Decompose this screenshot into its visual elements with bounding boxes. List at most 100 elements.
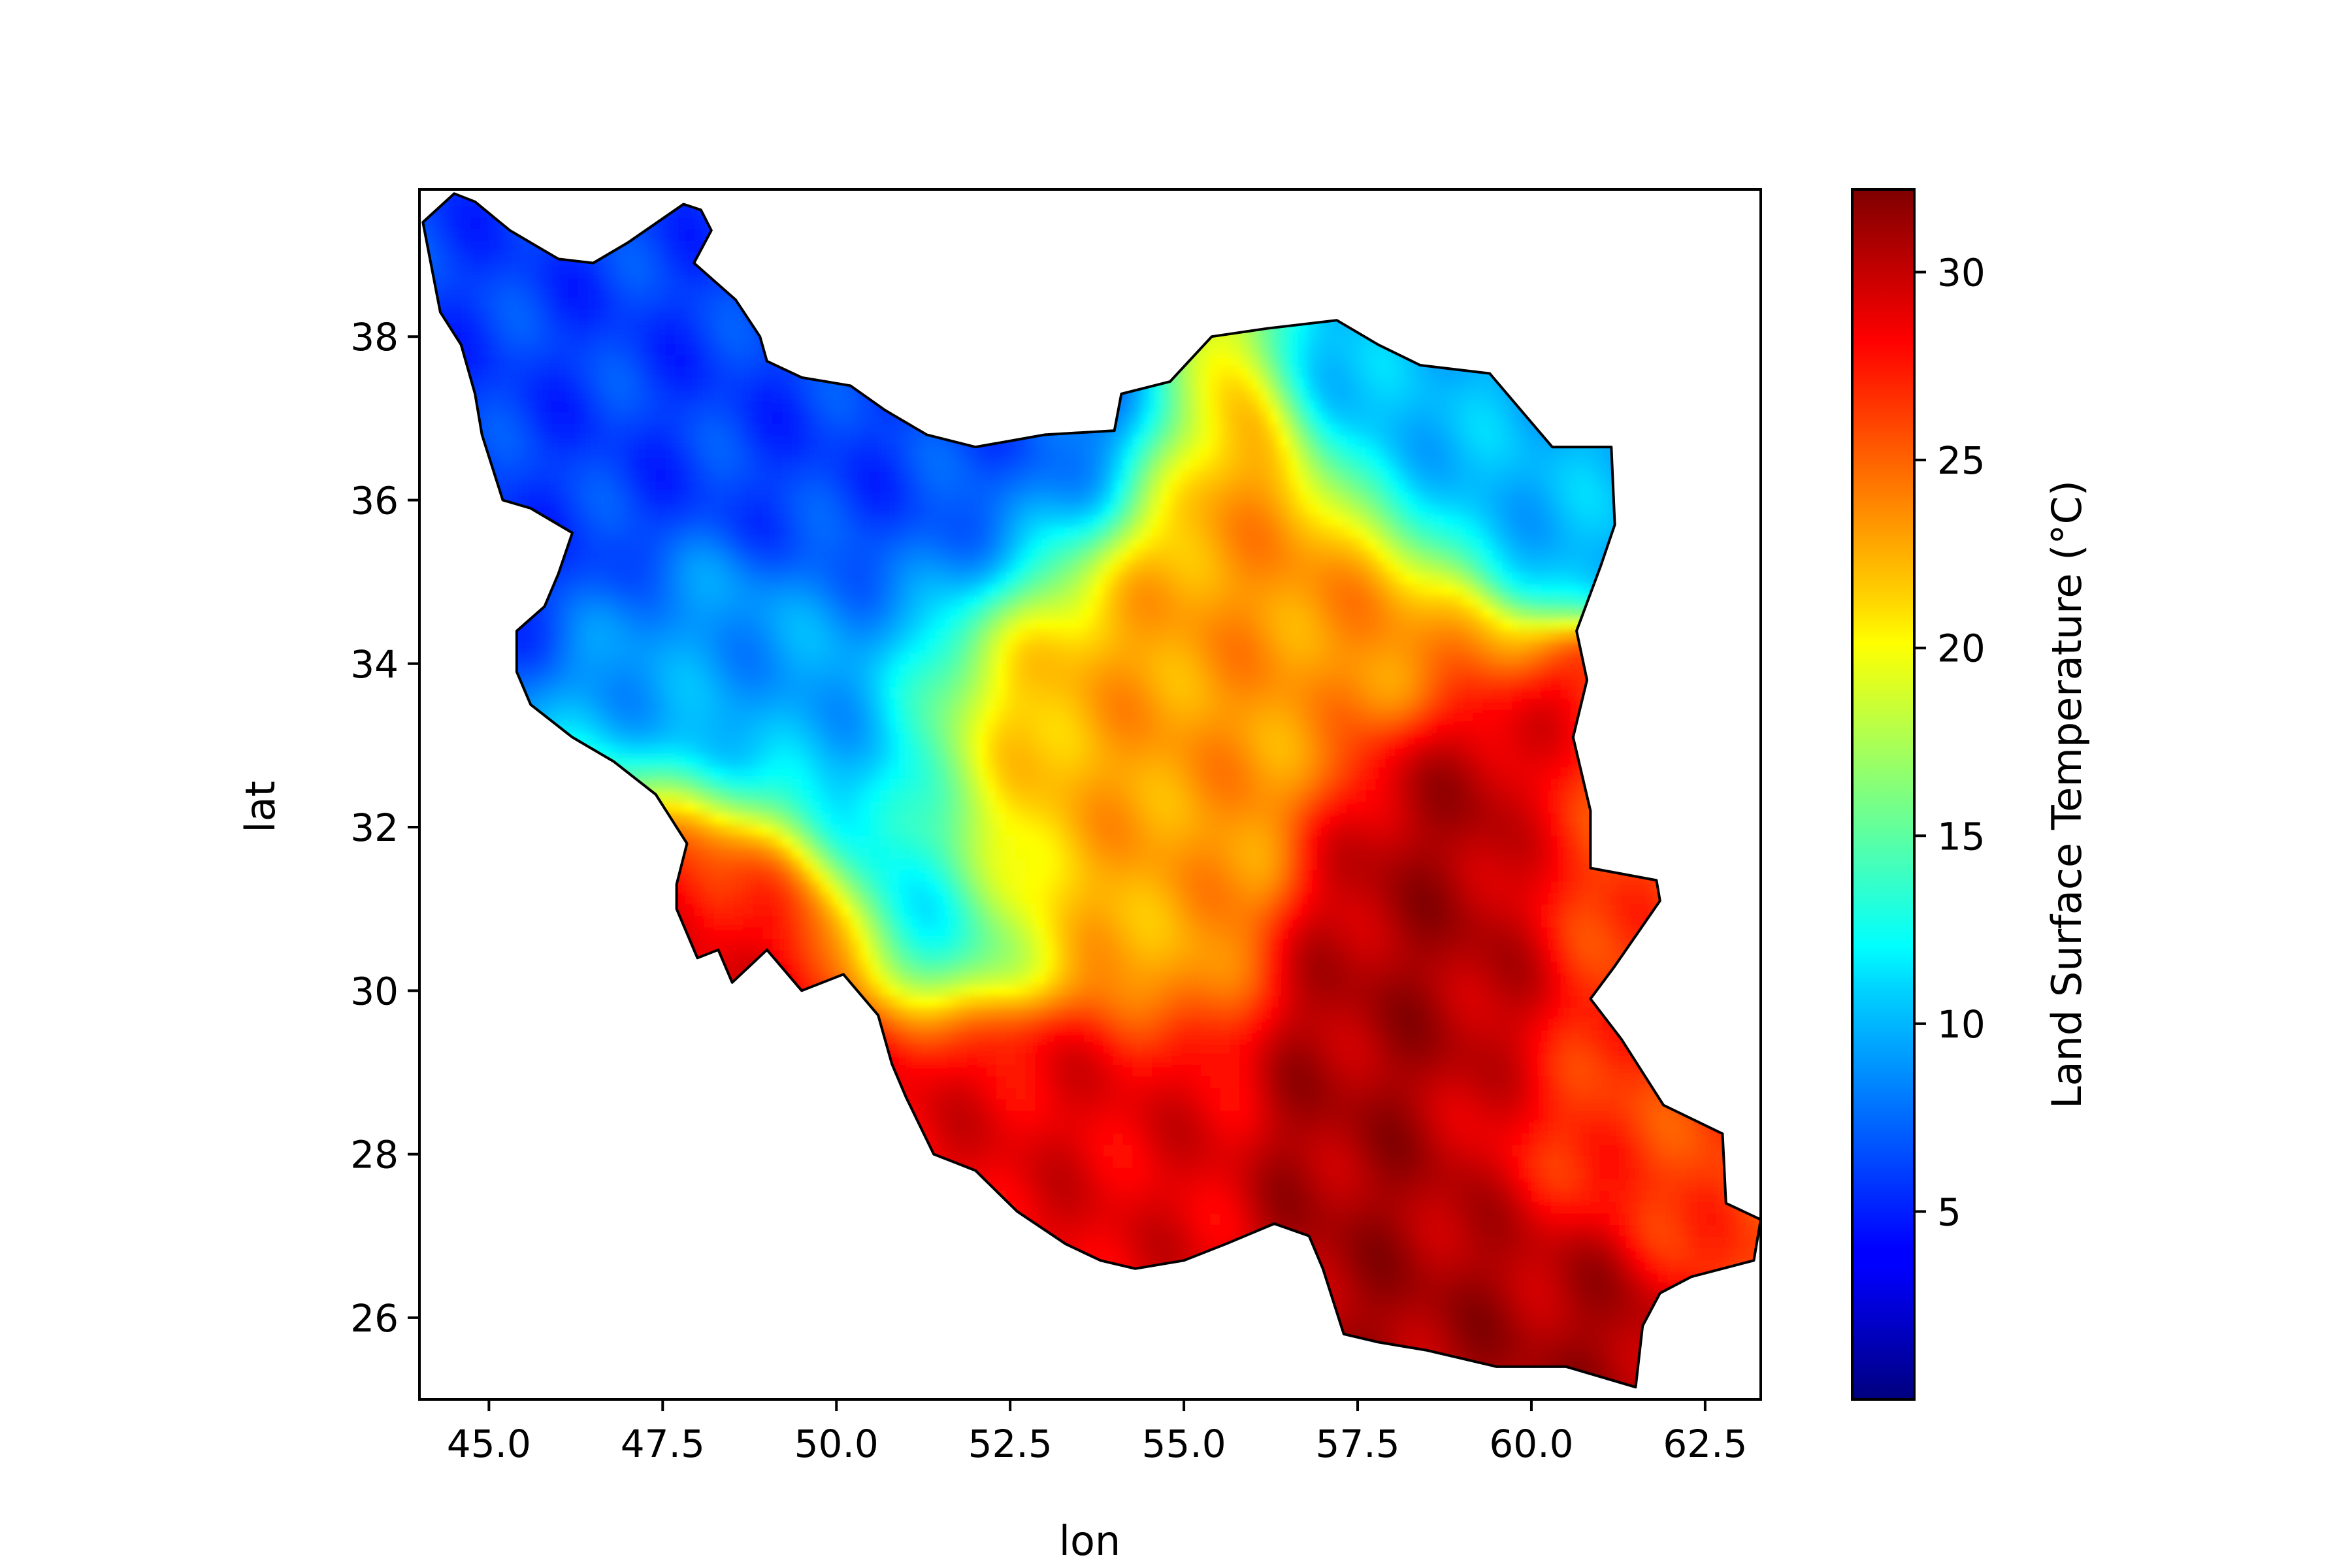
- heatmap-cell: [529, 1350, 540, 1363]
- heatmap-cell: [1414, 1224, 1426, 1237]
- heatmap-cell: [743, 1304, 754, 1317]
- heatmap-cell: [1239, 1350, 1250, 1363]
- heatmap-cell: [762, 1362, 774, 1374]
- heatmap-cell: [1298, 1373, 1309, 1386]
- heatmap-cell: [1570, 1224, 1581, 1237]
- heatmap-cell: [811, 1144, 822, 1157]
- heatmap-cell: [1337, 1121, 1347, 1134]
- heatmap-cell: [782, 1179, 793, 1191]
- heatmap-cell: [1550, 1030, 1561, 1042]
- heatmap-cell: [1599, 1304, 1610, 1317]
- heatmap-cell: [1463, 1053, 1474, 1065]
- heatmap-cell: [1541, 1247, 1552, 1260]
- heatmap-cell: [1288, 1213, 1299, 1226]
- heatmap-cell: [1064, 1053, 1075, 1065]
- heatmap-cell: [1259, 1293, 1269, 1305]
- heatmap-cell: [850, 1190, 861, 1203]
- heatmap-cell: [1162, 1316, 1172, 1328]
- heatmap-cell: [1122, 1053, 1134, 1065]
- heatmap-cell: [899, 1007, 909, 1019]
- heatmap-cell: [811, 1179, 822, 1191]
- heatmap-cell: [1132, 1179, 1143, 1191]
- heatmap-cell: [714, 1350, 725, 1363]
- heatmap-cell: [918, 1247, 929, 1260]
- heatmap-cell: [733, 1087, 744, 1100]
- heatmap-cell: [1512, 1384, 1523, 1388]
- heatmap-cell: [1707, 1156, 1717, 1168]
- heatmap-cell: [1735, 1373, 1746, 1386]
- heatmap-cell: [762, 1293, 774, 1305]
- heatmap-cell: [1054, 1350, 1066, 1363]
- heatmap-cell: [1181, 1350, 1192, 1363]
- heatmap-cell: [645, 1064, 657, 1077]
- heatmap-cell: [568, 1110, 579, 1122]
- heatmap-cell: [1385, 1270, 1396, 1282]
- heatmap-cell: [461, 1396, 472, 1409]
- heatmap-cell: [714, 1362, 725, 1374]
- heatmap-cell: [792, 1041, 803, 1054]
- heatmap-cell: [1434, 1087, 1445, 1100]
- heatmap-cell: [1687, 1064, 1698, 1077]
- heatmap-cell: [1424, 1235, 1435, 1249]
- heatmap-cell: [1667, 1350, 1678, 1363]
- heatmap-cell: [490, 1064, 501, 1077]
- heatmap-cell: [821, 1030, 832, 1042]
- heatmap-cell: [1230, 1018, 1241, 1031]
- heatmap-cell: [627, 1281, 637, 1294]
- heatmap-cell: [423, 1110, 433, 1122]
- heatmap-cell: [918, 1064, 929, 1077]
- heatmap-cell: [1395, 1213, 1406, 1226]
- heatmap-cell: [1268, 1304, 1279, 1317]
- heatmap-cell: [733, 1167, 744, 1180]
- heatmap-cell: [977, 1224, 987, 1237]
- heatmap-cell: [1424, 1098, 1435, 1111]
- heatmap-cell: [1317, 1018, 1328, 1031]
- heatmap-cell: [1580, 1167, 1591, 1180]
- heatmap-cell: [1249, 995, 1260, 1008]
- heatmap-cell: [1492, 1064, 1503, 1077]
- heatmap-cell: [1512, 1350, 1523, 1363]
- heatmap-cell: [1083, 1304, 1094, 1317]
- heatmap-cell: [1064, 995, 1075, 1008]
- heatmap-cell: [1541, 1018, 1552, 1031]
- heatmap-cell: [1249, 1373, 1260, 1386]
- heatmap-cell: [1122, 1121, 1134, 1134]
- heatmap-cell: [714, 1281, 725, 1294]
- heatmap-cell: [490, 1110, 501, 1122]
- heatmap-cell: [1463, 1133, 1474, 1145]
- heatmap-cell: [821, 1133, 832, 1145]
- heatmap-cell: [1531, 1327, 1542, 1340]
- heatmap-cell: [1375, 1064, 1386, 1077]
- heatmap-cell: [1093, 1087, 1104, 1100]
- heatmap-cell: [1414, 1110, 1426, 1122]
- heatmap-cell: [792, 1030, 803, 1042]
- heatmap-cell: [850, 1167, 861, 1180]
- heatmap-cell: [743, 1293, 754, 1305]
- heatmap-cell: [1045, 1362, 1056, 1374]
- heatmap-cell: [772, 1281, 783, 1294]
- heatmap-cell: [1337, 1247, 1347, 1260]
- heatmap-cell: [694, 1075, 706, 1088]
- heatmap-cell: [1716, 1201, 1727, 1214]
- heatmap-cell: [1327, 1144, 1338, 1157]
- heatmap-cell: [675, 1327, 686, 1340]
- heatmap-cell: [1200, 1339, 1211, 1351]
- heatmap-cell: [1074, 1041, 1085, 1054]
- heatmap-cell: [490, 1030, 501, 1042]
- heatmap-cell: [1171, 1201, 1182, 1214]
- heatmap-cell: [500, 1293, 511, 1305]
- heatmap-cell: [1259, 1201, 1269, 1214]
- heatmap-cell: [1327, 1041, 1338, 1054]
- heatmap-cell: [636, 1258, 647, 1271]
- heatmap-cell: [1074, 1087, 1085, 1100]
- heatmap-cell: [1502, 1235, 1513, 1249]
- heatmap-cell: [1502, 1007, 1513, 1019]
- heatmap-cell: [1005, 1041, 1017, 1054]
- heatmap-cell: [811, 1190, 822, 1203]
- heatmap-cell: [1599, 1350, 1610, 1363]
- heatmap-cell: [655, 1270, 666, 1282]
- heatmap-cell: [627, 1316, 637, 1328]
- heatmap-cell: [500, 1201, 511, 1214]
- heatmap-cell: [578, 1293, 589, 1305]
- heatmap-cell: [1083, 1179, 1094, 1191]
